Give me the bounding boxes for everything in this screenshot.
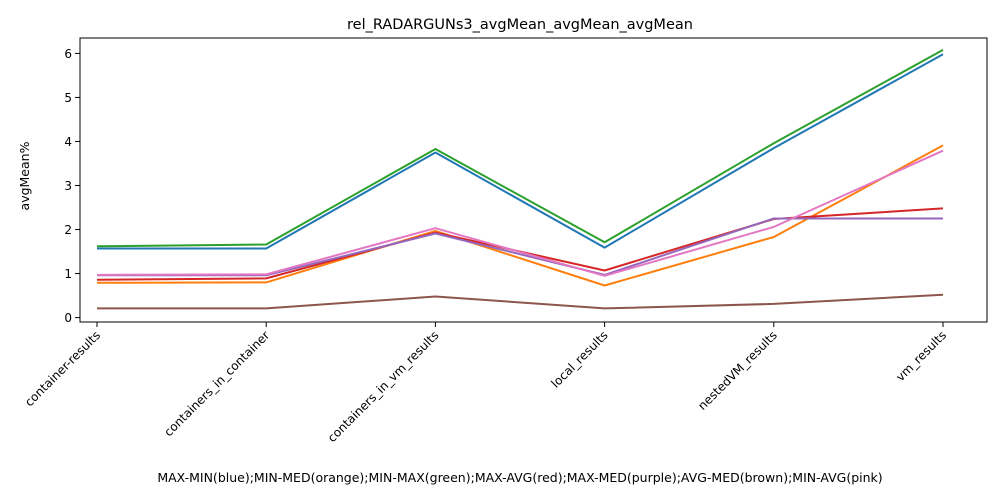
y-tick-label: 6: [64, 47, 72, 61]
chart-title: rel_RADARGUNs3_avgMean_avgMean_avgMean: [347, 17, 693, 33]
x-axis: container-results containers_in_container…: [22, 322, 949, 445]
series-layer: [96, 49, 944, 310]
x-axis-label: MAX-MIN(blue);MIN-MED(orange);MIN-MAX(gr…: [157, 470, 882, 485]
y-tick-label: 2: [64, 223, 72, 237]
y-tick-label: 0: [64, 311, 72, 325]
y-axis: 0 1 2 3 4 5 6: [64, 47, 80, 325]
y-tick-label: 1: [64, 267, 72, 281]
x-tick-label: container-results: [22, 328, 103, 409]
x-tick-label: local_results: [548, 328, 610, 390]
series-line-1: [97, 53, 944, 250]
plot-frame: [79, 37, 988, 323]
x-tick-label: containers_in_container: [161, 328, 272, 439]
x-tick-label: vm_results: [893, 328, 949, 384]
series-line-3: [96, 49, 944, 248]
series-line-5: [97, 217, 943, 277]
y-axis-label: avgMean%: [17, 141, 32, 210]
x-tick-label: nestedVM_results: [695, 328, 780, 413]
series-line-2: [96, 144, 944, 287]
series-line-6: [97, 293, 944, 310]
y-tick-label: 5: [64, 91, 72, 105]
y-tick-label: 3: [64, 179, 72, 193]
y-tick-label: 4: [64, 135, 72, 149]
plot-area: [79, 37, 988, 323]
x-tick-label: containers_in_vm_results: [325, 328, 442, 445]
series-line-7: [96, 149, 944, 277]
